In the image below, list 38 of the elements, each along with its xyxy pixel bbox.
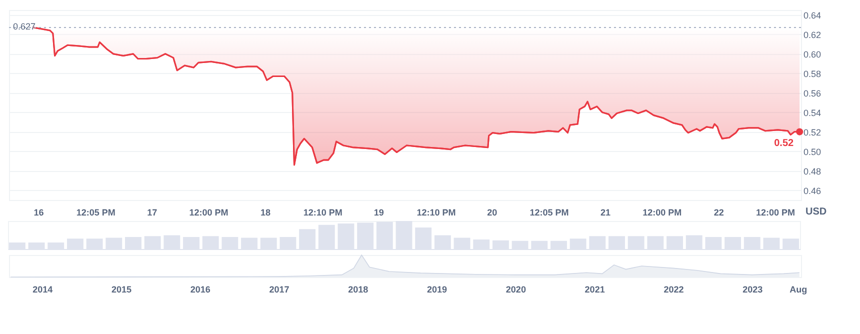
x-tick-label: 2014 bbox=[32, 284, 53, 294]
x-tick-label: 18 bbox=[260, 208, 270, 218]
x-tick-label: 2021 bbox=[584, 284, 605, 294]
x-tick-label: 19 bbox=[374, 208, 384, 218]
x-tick-label: 2019 bbox=[427, 284, 448, 294]
annotation: 0.52 bbox=[774, 138, 794, 149]
x-tick-label: 12:00 PM bbox=[642, 208, 682, 218]
x-tick-label: 12:00 PM bbox=[189, 208, 228, 218]
x-tick-label: 2023 bbox=[742, 284, 763, 294]
x-tick-label: 12:10 PM bbox=[416, 208, 456, 218]
y-tick-label: 0.56 bbox=[804, 88, 822, 98]
y-tick-label: 0.60 bbox=[804, 49, 822, 60]
y-tick-label: 0.54 bbox=[804, 108, 822, 118]
y-axis-title: USD bbox=[806, 206, 827, 218]
y-tick-label: 0.58 bbox=[804, 68, 822, 79]
x-tick-label: 2017 bbox=[269, 284, 290, 294]
x-tick-label: 2020 bbox=[506, 284, 526, 294]
x-tick-label: 2022 bbox=[664, 284, 684, 294]
x-tick-label: 12:10 PM bbox=[303, 208, 342, 218]
x-tick-label: 12:05 PM bbox=[530, 208, 569, 218]
x-tick-label: 2016 bbox=[190, 284, 210, 294]
y-tick-label: 0.50 bbox=[804, 146, 822, 157]
x-tick-label: 16 bbox=[34, 208, 44, 218]
x-tick-label: Aug bbox=[790, 284, 808, 294]
x-tick-label: 20 bbox=[487, 208, 498, 218]
y-tick-label: 0.64 bbox=[804, 10, 822, 20]
x-tick-label: 12:00 PM bbox=[756, 208, 796, 218]
x-tick-label: 2015 bbox=[112, 284, 132, 294]
y-tick-label: 0.62 bbox=[804, 30, 822, 40]
x-tick-label: 17 bbox=[147, 208, 158, 218]
y-tick-label: 0.46 bbox=[804, 186, 822, 196]
ref-line-label: 0.627 bbox=[13, 22, 36, 32]
x-tick-label: 21 bbox=[600, 208, 611, 218]
y-tick-label: 0.48 bbox=[804, 166, 822, 176]
x-tick-label: 22 bbox=[714, 208, 724, 218]
y-tick-label: 0.52 bbox=[804, 127, 822, 138]
x-tick-label: 2018 bbox=[348, 284, 368, 294]
x-tick-label: 12:05 PM bbox=[76, 208, 116, 218]
